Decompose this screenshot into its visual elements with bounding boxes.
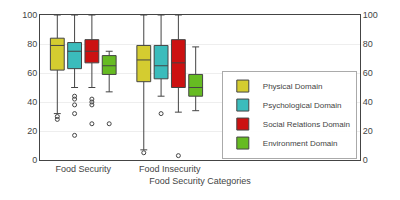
svg-text:100: 100 (22, 10, 37, 20)
svg-text:0: 0 (363, 155, 368, 165)
svg-text:20: 20 (27, 126, 37, 136)
svg-text:Social Relations Domain: Social Relations Domain (263, 120, 350, 129)
svg-text:0: 0 (32, 155, 37, 165)
svg-text:40: 40 (363, 97, 373, 107)
svg-text:60: 60 (27, 68, 37, 78)
svg-text:Food Insecurity: Food Insecurity (139, 164, 201, 174)
svg-text:Environment Domain: Environment Domain (263, 139, 338, 148)
svg-text:80: 80 (363, 39, 373, 49)
svg-text:Food Security Categories: Food Security Categories (149, 176, 251, 186)
svg-text:Physical Domain: Physical Domain (263, 82, 323, 91)
svg-text:20: 20 (363, 126, 373, 136)
svg-text:60: 60 (363, 68, 373, 78)
svg-text:Psychological Domain: Psychological Domain (263, 101, 342, 110)
svg-text:Food Security: Food Security (55, 164, 111, 174)
svg-text:40: 40 (27, 97, 37, 107)
svg-text:100: 100 (363, 10, 378, 20)
svg-text:80: 80 (27, 39, 37, 49)
